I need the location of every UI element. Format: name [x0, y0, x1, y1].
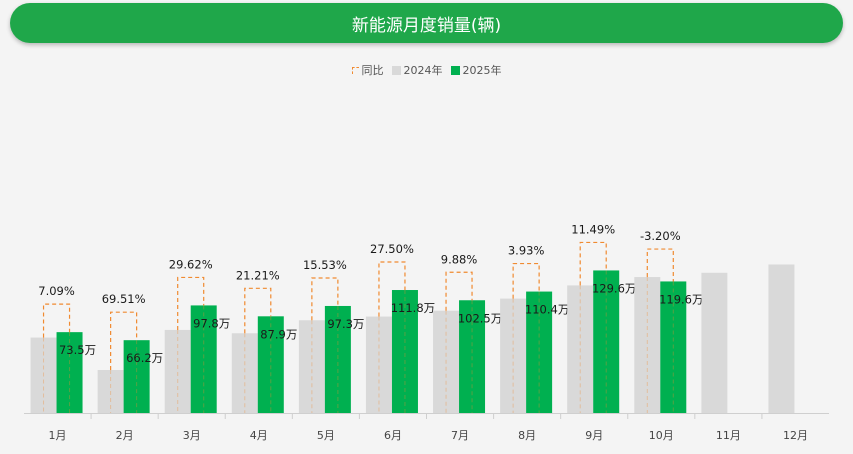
x-tick-label-5: 5月: [317, 429, 335, 442]
bar-2024-6: [365, 316, 392, 413]
value-label-2025-1: 73.5万: [59, 343, 96, 357]
yoy-label-10: -3.20%: [640, 229, 681, 243]
yoy-bracket-1: [42, 303, 71, 338]
yoy-bracket-2: [110, 311, 138, 370]
value-label-2025-8: 110.4万: [525, 303, 569, 317]
yoy-label-7: 9.88%: [441, 252, 478, 266]
yoy-bracket-8: [512, 262, 540, 299]
bar-2025-4: [257, 316, 284, 413]
yoy-label-9: 11.49%: [571, 222, 615, 236]
bar-2025-6: [391, 290, 418, 413]
bar-2025-10: [660, 281, 687, 413]
chart-title: 新能源月度销量(辆): [351, 15, 502, 36]
chart-title-bar: 新能源月度销量(辆): [10, 3, 843, 43]
bar-2025-5: [324, 305, 351, 413]
legend-swatch-yoy: [351, 66, 359, 74]
bar-2024-8: [500, 298, 527, 413]
bar-2025-8: [526, 291, 553, 413]
bar-2024-9: [567, 285, 594, 413]
x-tick-label-2: 2月: [116, 429, 134, 442]
bar-2024-4: [231, 333, 258, 413]
bar-2024-2: [97, 369, 124, 413]
bar-2024-7: [433, 310, 460, 413]
x-tick-label-7: 7月: [451, 429, 469, 442]
value-label-2025-6: 111.8万: [391, 301, 435, 315]
yoy-label-3: 29.62%: [169, 257, 213, 271]
chart-legend: 同比 2024年 2025年: [0, 61, 853, 79]
yoy-bracket-7: [445, 271, 473, 311]
yoy-bracket-3: [177, 276, 205, 330]
bar-2025-3: [190, 305, 217, 413]
value-label-2025-10: 119.6万: [659, 292, 703, 306]
bar-2025-9: [593, 270, 620, 413]
legend-label-2024: 2024年: [403, 64, 443, 77]
yoy-label-6: 27.50%: [370, 242, 414, 256]
bar-2024-12: [768, 264, 795, 413]
legend-item-2024: 2024年: [391, 62, 443, 78]
x-tick-label-6: 6月: [384, 429, 402, 442]
x-tick-label-12: 12月: [783, 429, 808, 442]
bar-2024-5: [298, 320, 325, 413]
bar-2024-10: [634, 277, 661, 413]
value-label-2025-9: 129.6万: [592, 281, 636, 295]
bar-2024-3: [164, 329, 191, 413]
yoy-bracket-9: [579, 241, 607, 286]
yoy-bracket-10: [646, 248, 674, 282]
x-tick-label-8: 8月: [518, 429, 536, 442]
yoy-label-4: 21.21%: [236, 268, 280, 282]
yoy-bracket-5: [311, 277, 339, 321]
value-label-2025-4: 87.9万: [260, 327, 297, 341]
bar-2025-7: [459, 300, 486, 413]
value-label-2025-7: 102.5万: [458, 311, 502, 325]
bar-2025-2: [123, 340, 150, 413]
x-tick-label-3: 3月: [183, 429, 201, 442]
x-tick-label-10: 10月: [649, 429, 674, 442]
yoy-bracket-4: [244, 287, 272, 334]
value-label-2025-2: 66.2万: [126, 351, 163, 365]
yoy-label-5: 15.53%: [303, 258, 347, 272]
x-tick-label-9: 9月: [585, 429, 603, 442]
bar-2024-1: [30, 337, 57, 413]
bar-2025-1: [56, 332, 83, 413]
legend-item-2025: 2025年: [450, 62, 502, 78]
yoy-label-1: 7.09%: [38, 284, 75, 298]
legend-item-yoy: 同比: [351, 62, 384, 78]
x-tick-label-1: 1月: [49, 429, 67, 442]
x-tick-label-11: 11月: [716, 429, 741, 442]
legend-label-yoy: 同比: [361, 64, 384, 77]
yoy-label-8: 3.93%: [508, 244, 545, 258]
value-label-2025-3: 97.8万: [193, 316, 230, 330]
legend-swatch-2024: [391, 65, 401, 75]
yoy-label-2: 69.51%: [102, 292, 146, 306]
x-tick-label-4: 4月: [250, 429, 268, 442]
bar-2024-11: [701, 272, 728, 413]
value-label-2025-5: 97.3万: [327, 317, 364, 331]
legend-swatch-2025: [450, 65, 460, 75]
legend-label-2025: 2025年: [462, 64, 502, 77]
yoy-bracket-6: [378, 261, 406, 317]
